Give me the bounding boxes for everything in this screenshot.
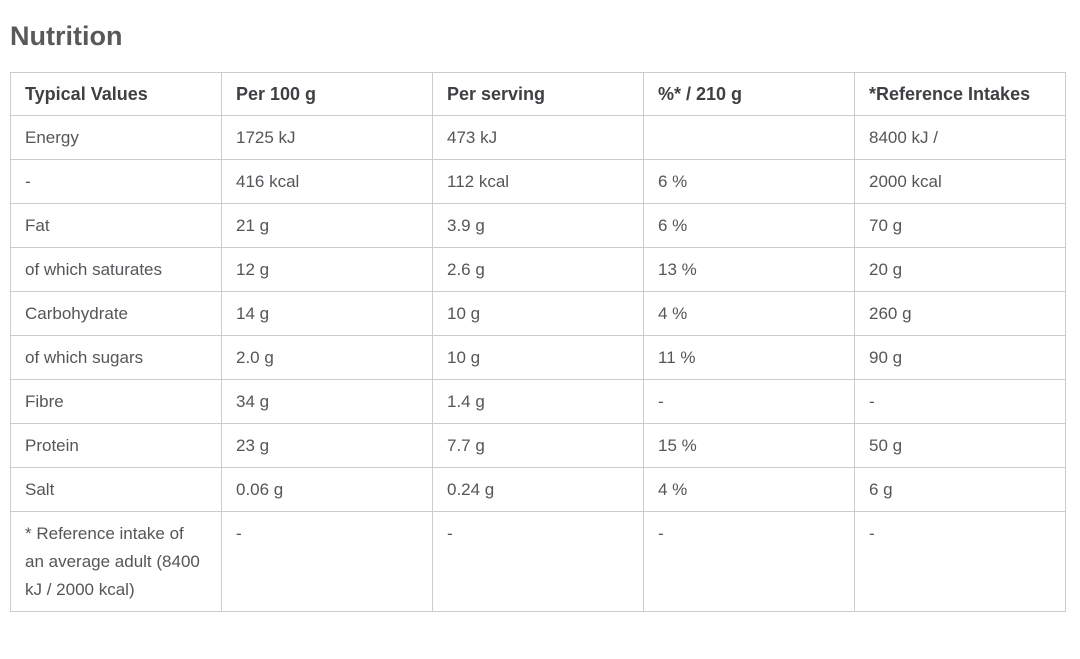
- table-cell: Fat: [10, 203, 222, 248]
- table-cell: -: [10, 159, 222, 204]
- table-cell: 112 kcal: [432, 159, 644, 204]
- table-cell: 23 g: [221, 423, 433, 468]
- table-row-sugars: of which sugars 2.0 g 10 g 11 % 90 g: [10, 335, 1066, 380]
- table-row-salt: Salt 0.06 g 0.24 g 4 % 6 g: [10, 467, 1066, 512]
- table-cell: 13 %: [643, 247, 855, 292]
- table-cell: 21 g: [221, 203, 433, 248]
- table-cell: 416 kcal: [221, 159, 433, 204]
- header-cell-typical-values: Typical Values: [10, 72, 222, 116]
- table-cell: 473 kJ: [432, 115, 644, 160]
- table-cell: -: [643, 511, 855, 612]
- table-row-fat: Fat 21 g 3.9 g 6 % 70 g: [10, 203, 1066, 248]
- table-row-energy-kcal: - 416 kcal 112 kcal 6 % 2000 kcal: [10, 159, 1066, 204]
- table-cell: * Reference intake of an average adult (…: [10, 511, 222, 612]
- table-cell: 3.9 g: [432, 203, 644, 248]
- table-cell: 70 g: [854, 203, 1066, 248]
- table-cell: 4 %: [643, 467, 855, 512]
- table-cell: 15 %: [643, 423, 855, 468]
- table-cell: 11 %: [643, 335, 855, 380]
- table-cell: 2.0 g: [221, 335, 433, 380]
- table-cell: Fibre: [10, 379, 222, 424]
- nutrition-table: Typical Values Per 100 g Per serving %* …: [10, 72, 1066, 612]
- header-cell-per-serving: Per serving: [432, 72, 644, 116]
- table-row-protein: Protein 23 g 7.7 g 15 % 50 g: [10, 423, 1066, 468]
- table-cell: Carbohydrate: [10, 291, 222, 336]
- table-cell: 6 g: [854, 467, 1066, 512]
- table-cell: -: [854, 379, 1066, 424]
- table-cell: -: [854, 511, 1066, 612]
- table-cell: 90 g: [854, 335, 1066, 380]
- table-row-fibre: Fibre 34 g 1.4 g - -: [10, 379, 1066, 424]
- table-cell: -: [432, 511, 644, 612]
- table-row-energy: Energy 1725 kJ 473 kJ 8400 kJ /: [10, 115, 1066, 160]
- table-cell: 1.4 g: [432, 379, 644, 424]
- header-cell-reference-intakes: *Reference Intakes: [854, 72, 1066, 116]
- table-cell: Protein: [10, 423, 222, 468]
- table-cell: 8400 kJ /: [854, 115, 1066, 160]
- table-cell: -: [221, 511, 433, 612]
- table-cell: 0.24 g: [432, 467, 644, 512]
- table-cell: 50 g: [854, 423, 1066, 468]
- header-cell-percent-210g: %* / 210 g: [643, 72, 855, 116]
- table-cell: 7.7 g: [432, 423, 644, 468]
- table-cell: [643, 115, 855, 160]
- table-cell: 6 %: [643, 159, 855, 204]
- table-row-carbohydrate: Carbohydrate 14 g 10 g 4 % 260 g: [10, 291, 1066, 336]
- table-cell: of which sugars: [10, 335, 222, 380]
- table-row-reference-footnote: * Reference intake of an average adult (…: [10, 511, 1066, 612]
- table-cell: 260 g: [854, 291, 1066, 336]
- table-cell: 20 g: [854, 247, 1066, 292]
- table-cell: -: [643, 379, 855, 424]
- header-cell-per-100g: Per 100 g: [221, 72, 433, 116]
- table-cell: 4 %: [643, 291, 855, 336]
- table-cell: 0.06 g: [221, 467, 433, 512]
- table-cell: Energy: [10, 115, 222, 160]
- table-cell: 2000 kcal: [854, 159, 1066, 204]
- table-cell: 12 g: [221, 247, 433, 292]
- table-cell: 1725 kJ: [221, 115, 433, 160]
- table-cell: 10 g: [432, 291, 644, 336]
- table-cell: 10 g: [432, 335, 644, 380]
- table-cell: of which saturates: [10, 247, 222, 292]
- page-title: Nutrition: [10, 21, 123, 51]
- table-cell: 14 g: [221, 291, 433, 336]
- table-cell: 6 %: [643, 203, 855, 248]
- table-header-row: Typical Values Per 100 g Per serving %* …: [10, 72, 1066, 116]
- table-row-saturates: of which saturates 12 g 2.6 g 13 % 20 g: [10, 247, 1066, 292]
- table-cell: 34 g: [221, 379, 433, 424]
- table-cell: Salt: [10, 467, 222, 512]
- table-cell: 2.6 g: [432, 247, 644, 292]
